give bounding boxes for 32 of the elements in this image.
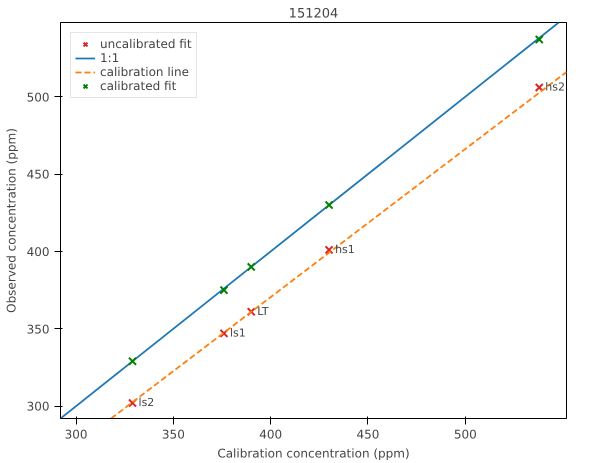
point (128, 356, 138, 366)
y-tick-label: 450 (26, 168, 50, 182)
point (324, 200, 334, 210)
annotation: LT (257, 304, 269, 318)
annotation: hs2 (545, 80, 565, 94)
point (534, 82, 544, 92)
x-tick-label: 350 (162, 428, 185, 442)
y-tick-label: 300 (26, 400, 50, 414)
y-tick-label: 350 (26, 322, 50, 336)
point (246, 262, 256, 272)
legend-label: 1:1 (100, 51, 120, 65)
x-tick-label: 400 (259, 428, 282, 442)
point (534, 34, 544, 44)
y-axis-title: Observed concentration (ppm) (4, 128, 19, 313)
x-tick-label: 300 (64, 428, 88, 442)
point (324, 245, 334, 254)
annotation: hs1 (335, 242, 355, 256)
annotation: ls2 (138, 396, 154, 410)
legend-label: calibrated fit (100, 79, 176, 93)
annotation: ls1 (230, 326, 246, 340)
legend-label: uncalibrated fit (100, 37, 192, 51)
point (246, 307, 256, 316)
x-tick-label: 500 (454, 428, 477, 442)
point (219, 328, 229, 338)
y-tick-label: 500 (26, 90, 50, 104)
legend-label: calibration line (100, 65, 189, 79)
chart-title: 151204 (288, 6, 338, 22)
point (219, 286, 229, 295)
y-tick-label: 400 (26, 244, 50, 259)
point (128, 398, 138, 408)
x-tick-label: 450 (356, 428, 380, 442)
x-axis-title: Calibration concentration (ppm) (217, 446, 410, 460)
